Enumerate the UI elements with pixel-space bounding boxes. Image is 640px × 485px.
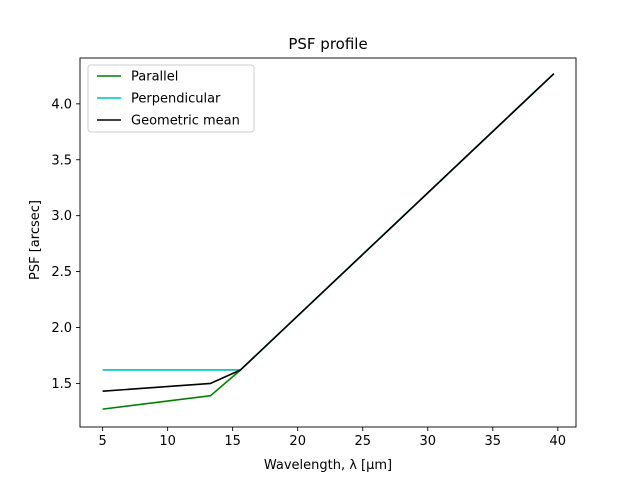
series-line-geometric-mean (102, 73, 555, 393)
y-tick-label: 2.0 (51, 321, 72, 336)
legend: Parallel Perpendicular Geometric mean (87, 64, 255, 133)
legend-box (87, 64, 255, 133)
plot-area (79, 57, 577, 428)
y-tick-label: 1.5 (51, 377, 72, 392)
x-axis: 5 10 15 20 25 30 35 40 (98, 427, 566, 449)
x-tick-label: 40 (550, 434, 567, 449)
legend-label-perpendicular: Perpendicular (131, 92, 221, 107)
y-tick-label: 3.0 (51, 209, 72, 224)
y-axis: 1.5 2.0 2.5 3.0 3.5 4.0 (51, 97, 80, 392)
x-tick-label: 10 (159, 434, 176, 449)
x-tick-label: 35 (484, 434, 501, 449)
legend-label-parallel: Parallel (131, 70, 178, 85)
x-axis-label: Wavelength, λ [μm] (264, 458, 392, 473)
chart-title: PSF profile (288, 35, 367, 53)
plot-frame (79, 57, 577, 428)
y-tick-label: 2.5 (51, 265, 72, 280)
legend-label-geometric-mean: Geometric mean (131, 114, 240, 129)
y-tick-label: 4.0 (51, 97, 72, 112)
x-tick-label: 30 (419, 434, 436, 449)
y-tick-label: 3.5 (51, 153, 72, 168)
y-axis-label: PSF [arcsec] (28, 200, 43, 280)
x-tick-label: 5 (98, 434, 106, 449)
x-tick-label: 25 (354, 434, 371, 449)
x-tick-label: 20 (289, 434, 306, 449)
x-tick-label: 15 (224, 434, 241, 449)
